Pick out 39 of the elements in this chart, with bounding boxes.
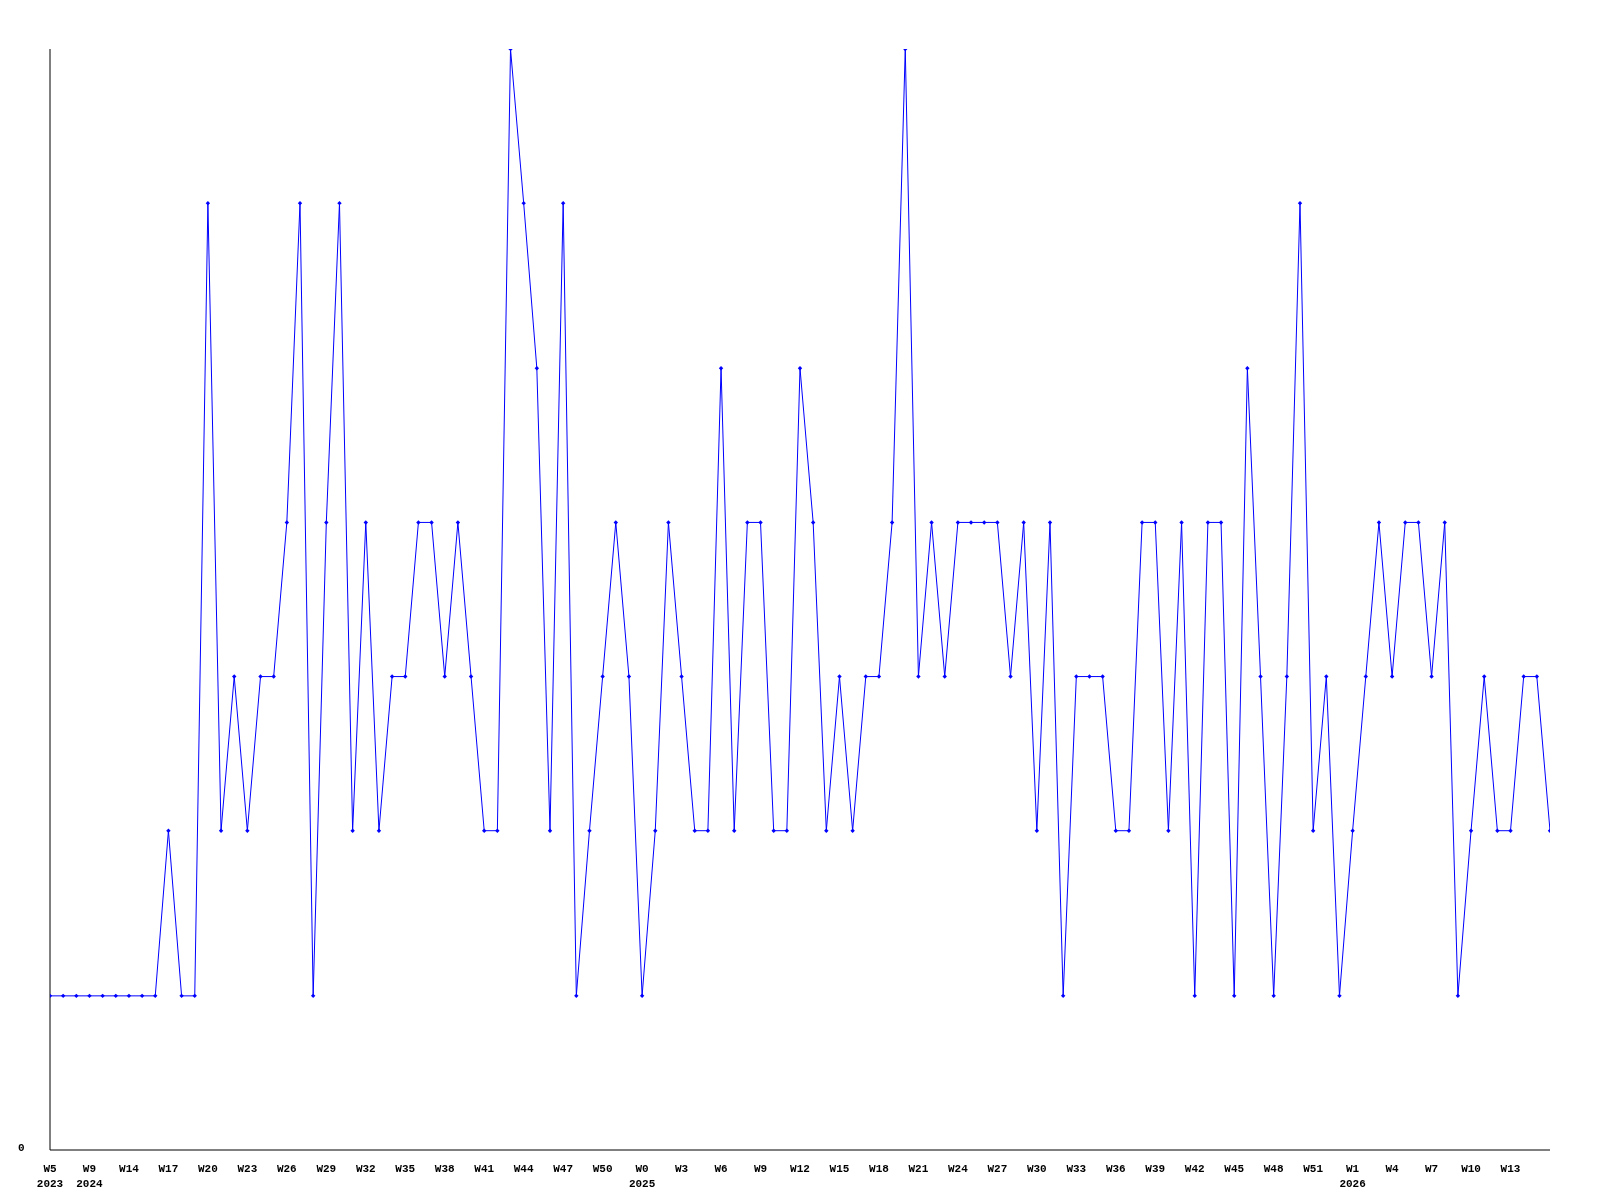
x-tick-label: W32 bbox=[355, 1163, 376, 1175]
x-tick-label: W20 bbox=[197, 1163, 218, 1175]
x-tick-label: W42 bbox=[1184, 1163, 1205, 1175]
x-tick-label: W33 bbox=[1066, 1163, 1087, 1175]
x-tick-label: W48 bbox=[1263, 1163, 1284, 1175]
x-tick-label: W45 bbox=[1224, 1163, 1245, 1175]
x-tick-label: W44 bbox=[513, 1163, 534, 1175]
x-tick-label: W12 bbox=[790, 1163, 810, 1175]
x-tick-label: W14 bbox=[119, 1163, 140, 1175]
x-tick-label: W0 2025 bbox=[628, 1163, 656, 1190]
x-tick-label: W23 bbox=[237, 1163, 258, 1175]
x-tick-label: W35 bbox=[395, 1163, 416, 1175]
x-tick-label: W39 bbox=[1145, 1163, 1166, 1175]
x-tick-label: W47 bbox=[553, 1163, 574, 1175]
x-tick-label: W6 bbox=[714, 1163, 728, 1175]
x-tick-label: W17 bbox=[158, 1163, 179, 1175]
x-tick-label: W18 bbox=[869, 1163, 890, 1175]
x-tick-label: W27 bbox=[987, 1163, 1008, 1175]
x-tick-label: W30 bbox=[1026, 1163, 1047, 1175]
x-tick-label: W21 bbox=[908, 1163, 929, 1175]
x-tick-label: W1 2026 bbox=[1339, 1163, 1366, 1190]
x-tick-label: W26 bbox=[276, 1163, 297, 1175]
x-tick-label: W13 bbox=[1500, 1163, 1521, 1175]
text: 0 bbox=[18, 1142, 25, 1154]
x-tick-label: W4 bbox=[1385, 1163, 1400, 1175]
x-tick-label: W7 bbox=[1424, 1163, 1439, 1175]
x-tick-label: W51 bbox=[1303, 1163, 1324, 1175]
x-tick-label: W5 2023 bbox=[36, 1163, 64, 1190]
x-tick-label: W24 bbox=[947, 1163, 969, 1175]
x-tick-label: W36 bbox=[1105, 1163, 1126, 1175]
x-tick-label: W29 bbox=[316, 1163, 337, 1175]
x-tick-label: W9 2024 bbox=[76, 1163, 104, 1190]
x-tick-label: W50 bbox=[592, 1163, 613, 1175]
x-tick-label: W38 bbox=[434, 1163, 456, 1175]
x-tick-label: W9 bbox=[753, 1163, 768, 1175]
x-tick-label: W41 bbox=[474, 1163, 495, 1175]
x-tick-label: W10 bbox=[1461, 1163, 1481, 1175]
x-tick-label: W15 bbox=[829, 1163, 850, 1175]
x-tick-label: W3 bbox=[674, 1163, 689, 1175]
